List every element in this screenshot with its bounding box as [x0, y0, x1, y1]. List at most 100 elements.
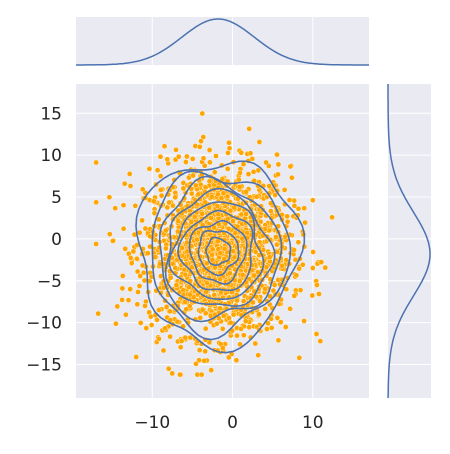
- scatter-point: [120, 225, 127, 232]
- scatter-point: [225, 354, 232, 361]
- scatter-point: [182, 299, 188, 305]
- scatter-point: [230, 218, 236, 224]
- scatter-point: [127, 255, 134, 261]
- scatter-point: [146, 165, 153, 172]
- scatter-point: [265, 320, 271, 327]
- scatter-point: [291, 202, 298, 209]
- scatter-point: [113, 320, 119, 327]
- scatter-point: [224, 165, 231, 172]
- scatter-point: [255, 352, 262, 359]
- scatter-point: [252, 249, 259, 255]
- scatter-point: [196, 143, 203, 150]
- scatter-point: [234, 332, 240, 339]
- scatter-point: [251, 272, 257, 279]
- y-tick-label: 0: [51, 230, 62, 250]
- scatter-point: [137, 320, 144, 326]
- scatter-point: [143, 325, 150, 331]
- scatter-point: [256, 311, 262, 318]
- scatter-point: [275, 171, 281, 178]
- scatter-point: [274, 151, 280, 158]
- scatter-point: [186, 284, 192, 291]
- scatter-point: [268, 325, 275, 331]
- scatter-point: [281, 187, 288, 193]
- scatter-point: [195, 191, 202, 198]
- scatter-point: [178, 338, 185, 344]
- scatter-point: [147, 313, 154, 320]
- scatter-point: [262, 306, 269, 312]
- scatter-point: [237, 341, 243, 348]
- scatter-point: [219, 345, 226, 351]
- scatter-point: [190, 172, 196, 179]
- scatter-point: [125, 297, 132, 304]
- scatter-point: [245, 171, 252, 177]
- x-tick-label: 0: [227, 413, 238, 433]
- scatter-point: [214, 203, 221, 209]
- scatter-point: [266, 183, 273, 189]
- scatter-point: [242, 318, 249, 325]
- scatter-point: [203, 260, 210, 267]
- scatter-point: [202, 325, 209, 332]
- scatter-point: [196, 347, 203, 353]
- scatter-point: [209, 252, 215, 258]
- marginal-x-kde-line: [76, 18, 369, 66]
- kde-contour-level: [158, 175, 283, 323]
- scatter-point: [227, 270, 233, 277]
- scatter-point: [220, 190, 227, 197]
- scatter-point: [157, 153, 164, 160]
- scatter-point: [318, 259, 325, 265]
- scatter-point: [226, 139, 232, 146]
- scatter-point: [287, 163, 294, 170]
- scatter-point: [134, 301, 141, 308]
- scatter-point: [162, 227, 169, 234]
- scatter-point: [142, 303, 148, 309]
- kde-contour-level: [205, 236, 232, 267]
- scatter-point: [134, 268, 141, 275]
- scatter-point: [120, 202, 127, 208]
- scatter-point: [287, 305, 293, 312]
- scatter-point: [268, 208, 274, 214]
- scatter-point: [199, 210, 205, 217]
- scatter-point: [225, 150, 231, 156]
- scatter-point: [177, 371, 183, 378]
- scatter-point: [175, 218, 182, 224]
- scatter-point: [284, 213, 290, 220]
- scatter-point: [161, 143, 168, 149]
- x-tick-label: −10: [134, 413, 170, 433]
- scatter-point: [275, 161, 282, 168]
- scatter-point: [250, 299, 256, 306]
- scatter-point: [286, 197, 293, 203]
- y-tick-label: −10: [26, 314, 62, 334]
- scatter-point: [145, 250, 151, 256]
- scatter-point: [247, 150, 254, 156]
- scatter-point: [154, 167, 161, 173]
- scatter-point: [183, 159, 189, 165]
- scatter-point: [135, 289, 141, 295]
- scatter-point: [329, 214, 335, 221]
- scatter-point: [233, 357, 240, 364]
- scatter-point: [164, 156, 171, 163]
- scatter-point: [250, 168, 257, 175]
- scatter-point: [208, 367, 214, 373]
- scatter-point: [175, 153, 182, 160]
- scatter-point: [169, 370, 175, 377]
- scatter-point: [106, 194, 113, 200]
- y-tick-label: 15: [40, 104, 62, 124]
- kde-contour-level: [164, 187, 276, 308]
- scatter-point: [266, 254, 273, 260]
- scatter-point: [277, 319, 284, 325]
- y-tick-label: −15: [26, 356, 62, 376]
- scatter-point: [243, 211, 249, 217]
- scatter-point: [232, 230, 239, 236]
- y-tick-label: 10: [40, 146, 62, 166]
- scatter-point: [200, 155, 207, 162]
- scatter-point: [142, 225, 149, 232]
- scatter-point: [291, 292, 298, 299]
- scatter-point: [284, 218, 291, 225]
- scatter-point: [275, 337, 282, 344]
- scatter-point: [163, 245, 169, 252]
- scatter-point: [172, 265, 178, 271]
- scatter-point: [157, 173, 164, 179]
- x-tick-labels: −10 0 10: [134, 413, 323, 433]
